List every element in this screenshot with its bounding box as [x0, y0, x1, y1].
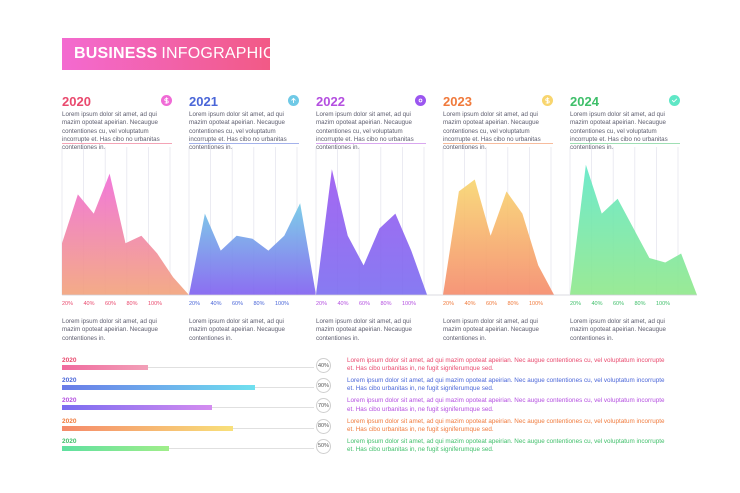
x-tick-label: 20% — [62, 301, 73, 307]
x-tick-label: 60% — [486, 301, 497, 307]
dollar-icon — [542, 95, 553, 106]
area-charts: 20% 40% 60% 80% 100% 20% 40% 60% 80% 100% 20% 40% 60… — [61, 147, 697, 307]
divider — [189, 143, 299, 144]
arrow-up-icon — [288, 95, 299, 106]
x-tick-label: 100% — [275, 301, 289, 307]
progress-fill — [62, 425, 234, 431]
progress-track — [62, 447, 314, 449]
chart-description-2024: Lorem ipsum dolor sit amet, ad qui mazim… — [570, 318, 666, 342]
progress-row: 2020 80% Lorem ipsum dolor sit amet, ad qu… — [62, 417, 664, 438]
x-tick-label: 80% — [127, 301, 138, 307]
progress-fill — [62, 385, 255, 391]
x-tick-label: 20% — [570, 301, 581, 307]
progress-percent: 50% — [316, 438, 331, 454]
progress-description: Lorem ipsum dolor sit amet, ad qui mazim… — [347, 417, 665, 433]
x-tick-label: 100% — [656, 301, 670, 307]
progress-row: 2020 70% Lorem ipsum dolor sit amet, ad qu… — [62, 397, 664, 417]
x-tick-label: 100% — [402, 301, 416, 307]
x-tick-label: 40% — [592, 301, 603, 307]
progress-fill — [62, 445, 169, 451]
x-tick-label: 60% — [613, 301, 624, 307]
progress-year: 2020 — [62, 437, 77, 445]
x-tick-label: 40% — [338, 301, 349, 307]
x-tick-label: 100% — [148, 301, 162, 307]
title-light: INFOGRAPHIC — [161, 45, 275, 62]
progress-description: Lorem ipsum dolor sit amet, ad qui mazim… — [347, 397, 665, 413]
progress-description: Lorem ipsum dolor sit amet, ad qui mazim… — [347, 357, 665, 373]
x-tick-label: 80% — [635, 301, 646, 307]
title-bold: BUSINESS — [74, 45, 158, 62]
divider — [570, 143, 680, 144]
progress-row: 2020 40% Lorem ipsum dolor sit amet, ad qu… — [62, 357, 664, 377]
area-series-2020 — [62, 173, 189, 295]
x-tick-label: 60% — [359, 301, 370, 307]
progress-year: 2020 — [62, 397, 77, 405]
chart-description-2023: Lorem ipsum dolor sit amet, ad qui mazim… — [443, 318, 539, 342]
chart-description-2021: Lorem ipsum dolor sit amet, ad qui mazim… — [189, 318, 285, 342]
x-tick-label: 40% — [84, 301, 95, 307]
progress-percent: 40% — [316, 358, 331, 373]
progress-year: 2020 — [62, 417, 77, 425]
year-label: 2020 — [62, 94, 91, 109]
progress-fill — [62, 405, 212, 411]
x-tick-label: 40% — [465, 301, 476, 307]
x-tick-label: 80% — [254, 301, 265, 307]
year-label: 2024 — [570, 94, 599, 109]
year-label: 2023 — [443, 94, 472, 109]
title-banner: BUSINESS INFOGRAPHIC — [62, 38, 275, 70]
x-tick-label: 60% — [105, 301, 116, 307]
progress-track — [62, 367, 314, 368]
progress-percent: 80% — [316, 418, 331, 434]
area-series-2022 — [316, 169, 443, 295]
x-tick-label: 60% — [232, 301, 243, 307]
progress-description: Lorem ipsum dolor sit amet, ad qui mazim… — [347, 377, 665, 393]
chart-description-2020: Lorem ipsum dolor sit amet, ad qui mazim… — [62, 318, 158, 342]
x-tick-label: 40% — [211, 301, 222, 307]
progress-percent: 90% — [316, 378, 331, 394]
progress-row: 2020 90% Lorem ipsum dolor sit amet, ad qu… — [62, 377, 664, 397]
area-series-2023 — [443, 179, 570, 295]
progress-row: 2020 50% Lorem ipsum dolor sit amet, ad qu… — [62, 437, 664, 458]
divider — [316, 143, 426, 144]
divider — [62, 143, 172, 144]
x-tick-label: 20% — [443, 301, 454, 307]
progress-percent: 70% — [316, 398, 331, 414]
x-tick-label: 20% — [316, 301, 327, 307]
progress-description: Lorem ipsum dolor sit amet, ad qui mazim… — [347, 437, 665, 454]
x-tick-label: 80% — [508, 301, 519, 307]
progress-fill — [62, 365, 148, 370]
check-icon — [669, 95, 680, 106]
area-series-2024 — [570, 164, 697, 295]
gear-icon — [415, 95, 426, 106]
progress-year: 2020 — [62, 357, 77, 364]
x-tick-label: 100% — [529, 301, 543, 307]
divider — [443, 143, 553, 144]
chart-description-2022: Lorem ipsum dolor sit amet, ad qui mazim… — [316, 318, 412, 342]
dollar-icon — [161, 95, 172, 106]
x-tick-label: 80% — [381, 301, 392, 307]
year-label: 2022 — [316, 94, 345, 109]
progress-year: 2020 — [62, 377, 77, 385]
area-series-2021 — [189, 203, 316, 295]
year-label: 2021 — [189, 94, 218, 109]
x-tick-label: 20% — [189, 301, 200, 307]
